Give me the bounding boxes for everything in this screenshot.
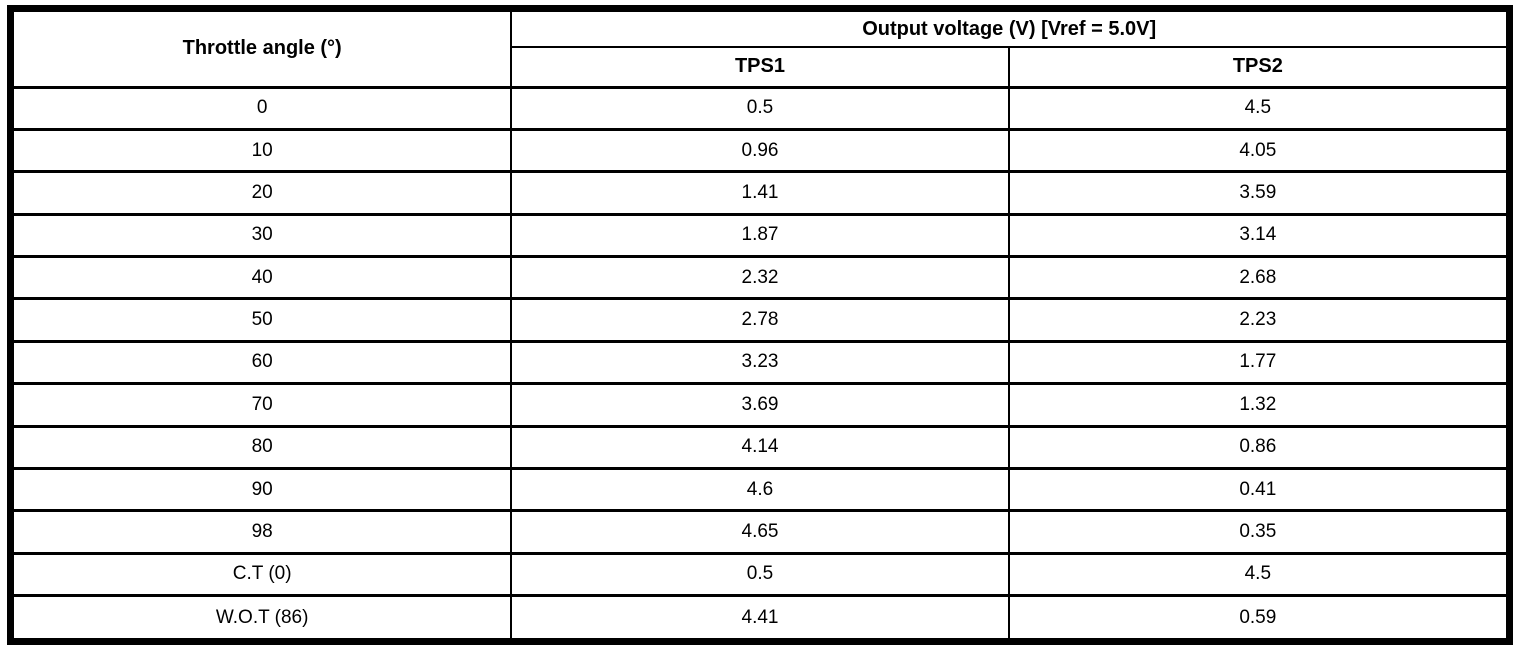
- throttle-angle-cell: C.T (0): [14, 551, 513, 598]
- tps1-value-cell: 4.41: [510, 594, 1010, 638]
- table-outer-border: Throttle angle (°) Output voltage (V) [V…: [7, 5, 1513, 645]
- output-voltage-group-header: Output voltage (V) [Vref = 5.0V]: [510, 12, 1506, 48]
- table-row: 70 3.69 1.32: [14, 382, 1506, 428]
- throttle-angle-cell: 90: [14, 466, 513, 513]
- table-row: 90 4.6 0.41: [14, 466, 1506, 513]
- table-row: 20 1.41 3.59: [14, 170, 1506, 216]
- tps1-value-cell: 2.78: [510, 297, 1010, 343]
- table-row: 0 0.5 4.5: [14, 85, 1506, 131]
- throttle-angle-cell: 20: [14, 170, 513, 216]
- tps1-value-cell: 0.5: [510, 551, 1010, 598]
- table-row: 30 1.87 3.14: [14, 212, 1506, 259]
- throttle-angle-cell: 30: [14, 212, 513, 259]
- tps1-column-header: TPS1: [511, 46, 1010, 89]
- tps2-value-cell: 3.14: [1007, 212, 1506, 259]
- tps1-value-cell: 0.96: [510, 127, 1010, 174]
- table-header: Throttle angle (°) Output voltage (V) [V…: [14, 12, 1506, 89]
- throttle-angle-cell: 70: [14, 382, 513, 428]
- throttle-angle-cell: 10: [14, 127, 513, 174]
- tps2-value-cell: 0.59: [1007, 594, 1506, 638]
- tps2-column-header: TPS2: [1007, 46, 1506, 89]
- tps1-value-cell: 1.41: [510, 170, 1010, 216]
- tps1-value-cell: 4.14: [510, 424, 1010, 470]
- throttle-angle-cell: 80: [14, 424, 513, 470]
- tps2-value-cell: 2.23: [1007, 297, 1506, 343]
- table-body: 0 0.5 4.5 10 0.96 4.05 20 1.41 3.59 30 1.87 3.14 40 2…: [14, 85, 1506, 638]
- table-row: W.O.T (86) 4.41 0.59: [14, 594, 1506, 638]
- tps1-value-cell: 4.65: [510, 509, 1010, 555]
- table-row: 10 0.96 4.05: [14, 127, 1506, 174]
- header-row-sub: TPS1 TPS2: [14, 46, 1506, 89]
- throttle-angle-cell: 60: [14, 339, 513, 386]
- throttle-angle-cell: 98: [14, 509, 513, 555]
- throttle-angle-cell: 0: [14, 85, 513, 131]
- tps1-value-cell: 1.87: [510, 212, 1010, 259]
- tps2-value-cell: 2.68: [1007, 254, 1506, 301]
- tps1-value-cell: 3.69: [510, 382, 1010, 428]
- throttle-angle-cell: 40: [14, 254, 513, 301]
- table-row: 40 2.32 2.68: [14, 254, 1506, 301]
- throttle-angle-cell: W.O.T (86): [14, 594, 513, 638]
- tps2-value-cell: 0.41: [1007, 466, 1506, 513]
- tps2-value-cell: 1.77: [1007, 339, 1506, 386]
- table-row: 80 4.14 0.86: [14, 424, 1506, 470]
- tps-output-voltage-table: Throttle angle (°) Output voltage (V) [V…: [14, 12, 1506, 638]
- header-row-group: Throttle angle (°) Output voltage (V) [V…: [14, 12, 1506, 89]
- tps2-value-cell: 4.5: [1007, 85, 1506, 131]
- tps2-value-cell: 0.86: [1007, 424, 1506, 470]
- tps2-value-cell: 4.5: [1007, 551, 1506, 598]
- tps1-value-cell: 2.32: [510, 254, 1010, 301]
- tps2-value-cell: 4.05: [1007, 127, 1506, 174]
- tps1-value-cell: 4.6: [510, 466, 1010, 513]
- table-row: C.T (0) 0.5 4.5: [14, 551, 1506, 598]
- table-row: 98 4.65 0.35: [14, 509, 1506, 555]
- table-row: 50 2.78 2.23: [14, 297, 1506, 343]
- tps2-value-cell: 3.59: [1007, 170, 1506, 216]
- tps1-value-cell: 0.5: [510, 85, 1010, 131]
- throttle-angle-header: Throttle angle (°): [14, 12, 513, 89]
- tps2-value-cell: 1.32: [1007, 382, 1506, 428]
- throttle-angle-cell: 50: [14, 297, 513, 343]
- tps2-value-cell: 0.35: [1007, 509, 1506, 555]
- table-row: 60 3.23 1.77: [14, 339, 1506, 386]
- tps1-value-cell: 3.23: [510, 339, 1010, 386]
